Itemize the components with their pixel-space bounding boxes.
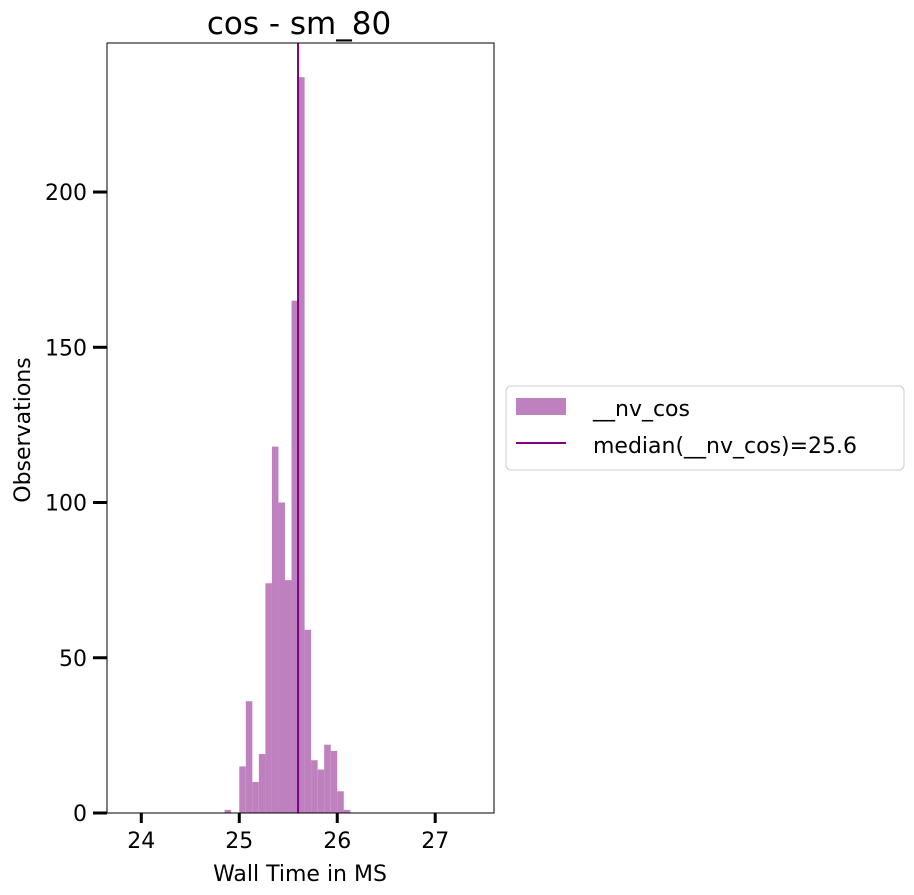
histogram-bar <box>252 781 259 813</box>
y-tick-label: 200 <box>45 181 87 206</box>
y-tick-label: 150 <box>45 336 87 361</box>
histogram-bar <box>304 629 312 813</box>
chart-title: cos - sm_80 <box>207 6 391 42</box>
y-axis-ticks: 0 50 100 150 200 <box>45 181 107 827</box>
histogram-bar <box>224 809 232 813</box>
histogram-bars <box>224 77 351 814</box>
x-axis-label: Wall Time in MS <box>213 862 387 887</box>
y-axis-label: Observations <box>11 357 36 502</box>
x-axis-ticks: 24 25 26 27 <box>127 813 449 854</box>
histogram-bar <box>278 502 285 813</box>
histogram-bar <box>337 791 344 813</box>
y-tick-label: 0 <box>73 802 87 827</box>
plot-frame <box>106 42 495 814</box>
histogram-bar <box>245 701 253 813</box>
histogram-bar <box>330 750 338 813</box>
x-tick-label: 24 <box>127 829 155 854</box>
x-tick-label: 25 <box>225 829 253 854</box>
y-tick-label: 50 <box>59 647 87 672</box>
histogram-bar <box>298 77 305 814</box>
histogram-bar <box>324 744 331 813</box>
histogram-bar <box>317 769 325 813</box>
x-tick-label: 27 <box>421 829 449 854</box>
legend-label-median: median(__nv_cos)=25.6 <box>593 434 857 459</box>
histogram-bar <box>265 583 272 813</box>
histogram-bar <box>311 760 318 813</box>
histogram-bar <box>239 766 246 813</box>
histogram-bar <box>271 446 279 813</box>
legend-swatch-nv-cos <box>516 398 566 415</box>
x-tick-label: 26 <box>323 829 351 854</box>
histogram-bar <box>343 809 351 813</box>
histogram-bar <box>284 580 292 813</box>
legend-box <box>505 385 905 471</box>
legend: __nv_cos median(__nv_cos)=25.6 <box>505 385 905 471</box>
y-tick-label: 100 <box>45 492 87 517</box>
histogram-bar <box>258 754 266 813</box>
legend-label-nv-cos: __nv_cos <box>592 397 690 422</box>
histogram-bar <box>291 300 299 813</box>
